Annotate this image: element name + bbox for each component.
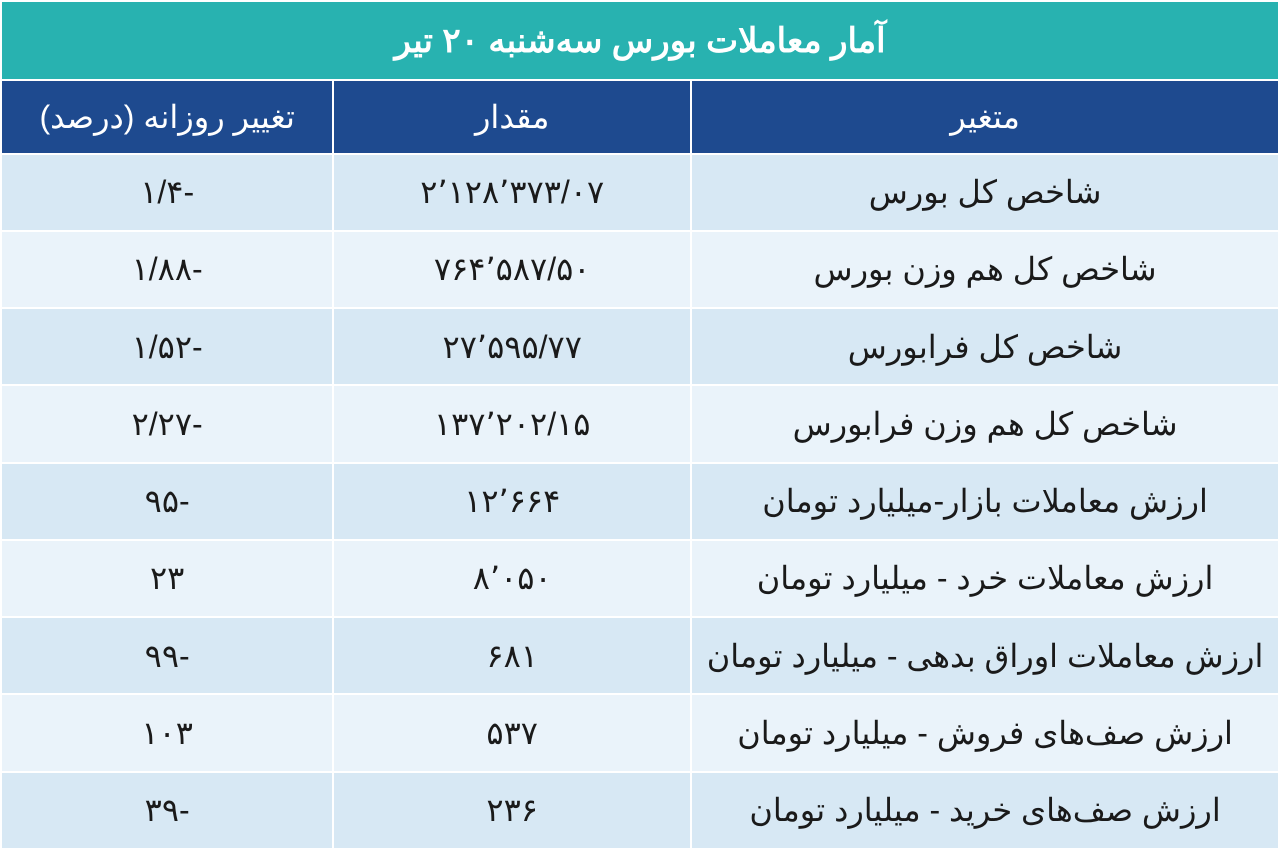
title-row: آمار معاملات بورس سه‌شنبه ۲۰ تیر xyxy=(1,1,1279,80)
cell-variable: ارزش معاملات بازار-میلیارد تومان xyxy=(691,463,1279,540)
cell-change: -۲/۲۷ xyxy=(1,385,333,462)
cell-variable: ارزش صف‌های خرید - میلیارد تومان xyxy=(691,772,1279,849)
cell-change: -۳۹ xyxy=(1,772,333,849)
table-row: ارزش صف‌های فروش - میلیارد تومان۵۳۷۱۰۳ xyxy=(1,694,1279,771)
cell-change: ۱۰۳ xyxy=(1,694,333,771)
cell-value: ۸٬۰۵۰ xyxy=(333,540,691,617)
cell-change: -۹۵ xyxy=(1,463,333,540)
cell-variable: ارزش معاملات خرد - میلیارد تومان xyxy=(691,540,1279,617)
table-row: ارزش صف‌های خرید - میلیارد تومان۲۳۶-۳۹ xyxy=(1,772,1279,849)
stats-table: آمار معاملات بورس سه‌شنبه ۲۰ تیرمتغیرمقد… xyxy=(0,0,1280,850)
header-row: متغیرمقدارتغییر روزانه (درصد) xyxy=(1,80,1279,153)
cell-value: ۱۲٬۶۶۴ xyxy=(333,463,691,540)
cell-change: -۱/۵۲ xyxy=(1,308,333,385)
table-row: شاخص کل هم وزن بورس۷۶۴٬۵۸۷/۵۰-۱/۸۸ xyxy=(1,231,1279,308)
cell-value: ۵۳۷ xyxy=(333,694,691,771)
cell-variable: ارزش صف‌های فروش - میلیارد تومان xyxy=(691,694,1279,771)
cell-variable: شاخص کل هم وزن بورس xyxy=(691,231,1279,308)
column-header-change: تغییر روزانه (درصد) xyxy=(1,80,333,153)
table-row: ارزش معاملات بازار-میلیارد تومان۱۲٬۶۶۴-۹… xyxy=(1,463,1279,540)
cell-variable: شاخص کل بورس xyxy=(691,154,1279,231)
table-body: آمار معاملات بورس سه‌شنبه ۲۰ تیرمتغیرمقد… xyxy=(1,1,1279,849)
cell-variable: شاخص کل فرابورس xyxy=(691,308,1279,385)
cell-value: ۱۳۷٬۲۰۲/۱۵ xyxy=(333,385,691,462)
cell-value: ۲۳۶ xyxy=(333,772,691,849)
cell-change: -۱/۴ xyxy=(1,154,333,231)
cell-variable: شاخص کل هم وزن فرابورس xyxy=(691,385,1279,462)
cell-change: -۹۹ xyxy=(1,617,333,694)
cell-value: ۷۶۴٬۵۸۷/۵۰ xyxy=(333,231,691,308)
column-header-variable: متغیر xyxy=(691,80,1279,153)
cell-variable: ارزش معاملات اوراق بدهی - میلیارد تومان xyxy=(691,617,1279,694)
cell-change: ۲۳ xyxy=(1,540,333,617)
cell-value: ۲٬۱۲۸٬۳۷۳/۰۷ xyxy=(333,154,691,231)
cell-change: -۱/۸۸ xyxy=(1,231,333,308)
column-header-value: مقدار xyxy=(333,80,691,153)
cell-value: ۲۷٬۵۹۵/۷۷ xyxy=(333,308,691,385)
table-row: شاخص کل بورس۲٬۱۲۸٬۳۷۳/۰۷-۱/۴ xyxy=(1,154,1279,231)
cell-value: ۶۸۱ xyxy=(333,617,691,694)
table-row: شاخص کل هم وزن فرابورس۱۳۷٬۲۰۲/۱۵-۲/۲۷ xyxy=(1,385,1279,462)
table-row: ارزش معاملات اوراق بدهی - میلیارد تومان۶… xyxy=(1,617,1279,694)
table-row: شاخص کل فرابورس۲۷٬۵۹۵/۷۷-۱/۵۲ xyxy=(1,308,1279,385)
stats-table-container: آمار معاملات بورس سه‌شنبه ۲۰ تیرمتغیرمقد… xyxy=(0,0,1280,850)
table-row: ارزش معاملات خرد - میلیارد تومان۸٬۰۵۰۲۳ xyxy=(1,540,1279,617)
table-title: آمار معاملات بورس سه‌شنبه ۲۰ تیر xyxy=(1,1,1279,80)
